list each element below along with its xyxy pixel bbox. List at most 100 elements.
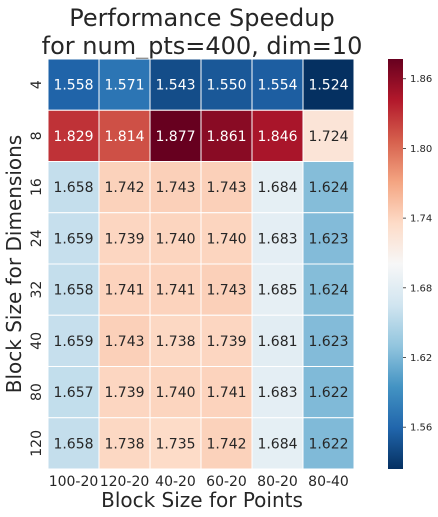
y-tick-label: 16 [29, 178, 45, 196]
heatmap-cell [302, 161, 355, 214]
heatmap-cell [200, 161, 253, 214]
y-tick-labels: 4 8 16 24 32 40 80 120 [29, 80, 45, 457]
cell-value-label: 1.740 [206, 231, 246, 247]
heatmap-cell [200, 417, 253, 470]
heatmap-cell [302, 366, 355, 419]
cell-value-label: 1.743 [206, 283, 246, 299]
cell-value-label: 1.739 [104, 231, 144, 247]
y-tick-label: 120 [29, 430, 45, 457]
heatmap-cell [200, 212, 253, 265]
cell-value-label: 1.740 [155, 385, 195, 401]
heatmap-cell [302, 314, 355, 367]
colorbar [388, 59, 403, 469]
heatmap-cell [47, 366, 100, 419]
colorbar-tick-label: 1.68 [410, 283, 432, 294]
x-tick-label: 40-20 [155, 474, 196, 490]
y-tick-label: 24 [29, 229, 45, 247]
x-tick-label: 80-40 [308, 474, 349, 490]
colorbar-tick-label: 1.80 [410, 144, 432, 155]
heatmap-cell [98, 212, 151, 265]
y-tick-label: 40 [29, 332, 45, 350]
cell-value-label: 1.550 [206, 78, 246, 94]
heatmap-cell [302, 263, 355, 316]
cell-value-label: 1.877 [155, 129, 195, 145]
heatmap-cell [251, 212, 304, 265]
cell-value-label: 1.681 [257, 334, 297, 350]
cell-value-label: 1.623 [308, 334, 348, 350]
x-axis-label: Block Size for Points [101, 488, 303, 512]
cell-value-label: 1.524 [308, 78, 348, 94]
heatmap-cell [302, 58, 355, 111]
cell-value-label: 1.738 [155, 334, 195, 350]
x-tick-label: 60-20 [206, 474, 247, 490]
heatmap-cell [302, 212, 355, 265]
heatmap-cell [149, 263, 202, 316]
heatmap-cell [47, 58, 100, 111]
heatmap-cell [98, 109, 151, 162]
cell-value-label: 1.683 [257, 231, 297, 247]
y-tick-label: 80 [29, 383, 45, 401]
cell-value-label: 1.724 [308, 129, 348, 145]
cell-value-label: 1.740 [155, 231, 195, 247]
colorbar-ticks: 1.56 1.62 1.68 1.74 1.80 1.86 [403, 74, 432, 434]
heatmap-cell [200, 263, 253, 316]
cell-value-label: 1.658 [53, 436, 93, 452]
cell-value-label: 1.683 [257, 385, 297, 401]
heatmap-cell [149, 417, 202, 470]
colorbar-tick-label: 1.86 [410, 74, 432, 85]
y-tick-label: 4 [29, 80, 45, 89]
cell-value-label: 1.571 [104, 78, 144, 94]
heatmap-cell [149, 58, 202, 111]
cell-value-label: 1.741 [155, 283, 195, 299]
cell-value-label: 1.829 [53, 129, 93, 145]
cell-value-label: 1.861 [206, 129, 246, 145]
cell-value-label: 1.741 [206, 385, 246, 401]
cell-value-label: 1.622 [308, 436, 348, 452]
heatmap-cell [149, 212, 202, 265]
cell-value-label: 1.846 [257, 129, 297, 145]
cell-value-label: 1.624 [308, 283, 348, 299]
heatmap-cell [302, 109, 355, 162]
cell-value-label: 1.623 [308, 231, 348, 247]
cell-value-label: 1.735 [155, 436, 195, 452]
x-tick-label: 120-20 [100, 474, 150, 490]
cell-value-label: 1.622 [308, 385, 348, 401]
colorbar-tick-label: 1.56 [410, 423, 432, 434]
heatmap-cells: 1.558 1.571 1.543 1.550 1.554 1.524 1.829 1.814… [47, 58, 355, 470]
heatmap-cell [98, 58, 151, 111]
heatmap-cell [302, 417, 355, 470]
x-tick-labels: 100-20 120-20 40-20 60-20 80-20 80-40 [49, 474, 349, 490]
cell-value-label: 1.657 [53, 385, 93, 401]
y-tick-label: 32 [29, 281, 45, 299]
x-tick-label: 80-20 [257, 474, 298, 490]
cell-value-label: 1.739 [104, 385, 144, 401]
cell-value-label: 1.659 [53, 334, 93, 350]
cell-value-label: 1.741 [104, 283, 144, 299]
cell-value-label: 1.558 [53, 78, 93, 94]
cell-value-label: 1.543 [155, 78, 195, 94]
colorbar-tick-label: 1.74 [410, 214, 432, 225]
cell-value-label: 1.658 [53, 180, 93, 196]
heatmap-cell [98, 161, 151, 214]
cell-value-label: 1.684 [257, 180, 297, 196]
chart-title-line-2: for num_pts=400, dim=10 [42, 32, 363, 60]
heatmap-cell [47, 417, 100, 470]
chart-title-line-1: Performance Speedup [69, 4, 334, 32]
cell-value-label: 1.658 [53, 283, 93, 299]
heatmap-cell [200, 109, 253, 162]
colorbar-tick-label: 1.62 [410, 353, 432, 364]
heatmap-cell [149, 366, 202, 419]
heatmap-cell [251, 161, 304, 214]
cell-value-label: 1.743 [155, 180, 195, 196]
y-axis-label: Block Size for Dimensions [2, 135, 26, 393]
cell-value-label: 1.554 [257, 78, 297, 94]
heatmap-cell [200, 366, 253, 419]
cell-value-label: 1.814 [104, 129, 144, 145]
y-tick-label: 8 [29, 131, 45, 140]
cell-value-label: 1.743 [206, 180, 246, 196]
heatmap-cell [47, 314, 100, 367]
heatmap-cell [251, 263, 304, 316]
cell-value-label: 1.738 [104, 436, 144, 452]
cell-value-label: 1.739 [206, 334, 246, 350]
